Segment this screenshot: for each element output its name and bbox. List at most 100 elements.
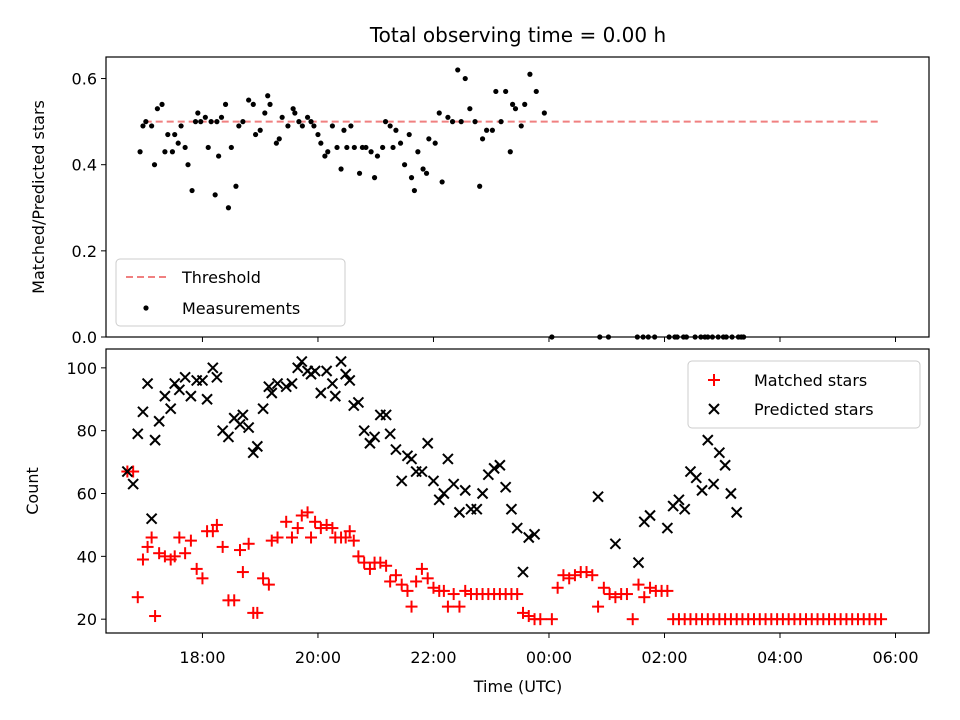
predicted-star-point <box>499 481 512 493</box>
matched-star-point <box>301 506 314 519</box>
bottom-y-tick-label: 20 <box>77 610 97 629</box>
top-axes-frame <box>105 56 930 338</box>
predicted-star-point <box>329 390 341 402</box>
measurement-point <box>214 119 220 125</box>
matched-star-point <box>343 525 356 538</box>
matched-star-point <box>421 572 434 585</box>
predicted-star-point <box>352 396 365 409</box>
matched-star-point <box>262 578 275 591</box>
predicted-star-point <box>315 387 327 399</box>
top-x-ticks <box>201 337 897 342</box>
measurement-point <box>290 106 296 112</box>
matched-star-point <box>597 581 610 594</box>
measurement-point <box>445 114 451 120</box>
matched-star-point <box>358 556 371 569</box>
predicted-star-point <box>471 503 483 515</box>
predicted-star-point <box>442 453 454 465</box>
measurement-point <box>240 119 246 125</box>
bottom-x-ticks: 18:00 20:00 22:00 00:00 02:00 04:00 06:00 <box>179 633 919 667</box>
measurement-point <box>315 131 321 138</box>
predicted-star-point <box>320 365 333 377</box>
predicted-star-point <box>632 556 645 569</box>
predicted-star-point <box>164 402 177 415</box>
predicted-star-point <box>459 484 471 497</box>
predicted-star-point <box>390 443 402 456</box>
legend-measurements-label: Measurements <box>182 299 300 318</box>
measurement-point <box>236 123 242 129</box>
measurement-point <box>498 119 504 125</box>
bottom-x-tick-label: 20:00 <box>295 648 341 667</box>
measurement-point <box>382 119 389 125</box>
measurement-point <box>329 123 335 129</box>
predicted-star-point <box>339 368 352 380</box>
matched-star-point <box>389 569 402 582</box>
matched-star-point <box>384 575 397 588</box>
bottom-x-tick-label: 22:00 <box>410 648 456 667</box>
predicted-star-point <box>207 362 219 374</box>
predicted-star-point <box>149 434 161 446</box>
bottom-y-axis-label: Count <box>23 467 42 515</box>
matched-star-point <box>534 613 547 626</box>
measurement-point <box>165 131 171 138</box>
measurement-point <box>195 110 201 116</box>
predicted-star-point <box>251 440 264 453</box>
measurement-point <box>338 166 344 172</box>
measurement-point <box>458 119 464 125</box>
matched-star-point <box>441 600 454 613</box>
legend-predicted-label: Predicted stars <box>754 400 874 419</box>
matched-star-point <box>347 534 360 547</box>
matched-star-point <box>545 613 558 626</box>
top-y-axis-label: Matched/Predicted stars <box>29 100 48 294</box>
measurement-point <box>527 71 533 77</box>
top-y-tick-label: 0.6 <box>72 70 97 89</box>
measurement-point <box>175 140 181 146</box>
predicted-star-point <box>280 380 292 393</box>
measurement-point <box>368 149 374 155</box>
predicted-star-point <box>309 365 321 377</box>
bottom-legend: Matched stars Predicted stars <box>687 360 921 429</box>
measurement-point <box>503 88 509 95</box>
predicted-star-point <box>421 437 434 449</box>
matched-star-point <box>233 544 246 557</box>
measurement-point <box>341 127 347 133</box>
predicted-star-point <box>141 377 154 390</box>
measurement-point <box>484 127 490 133</box>
bottom-axes-frame <box>105 348 930 634</box>
measurement-point <box>162 149 168 155</box>
predicted-star-point <box>438 487 450 500</box>
predicted-star-point <box>201 393 213 405</box>
measurement-point <box>308 119 314 125</box>
predicted-star-point <box>127 478 139 490</box>
matched-star-point <box>405 600 418 613</box>
measurement-point <box>212 192 218 198</box>
predicted-star-point <box>702 434 714 446</box>
measurement-point <box>462 75 468 82</box>
measurement-point <box>322 153 328 159</box>
predicted-star-point <box>644 509 656 522</box>
measurement-point <box>420 166 426 172</box>
top-y-tick-label: 0.4 <box>72 156 97 175</box>
predicted-star-point <box>292 362 304 374</box>
figure-title: Total observing time = 0.00 h <box>369 23 666 47</box>
measurement-point <box>472 119 478 125</box>
legend-matched-label: Matched stars <box>754 371 867 390</box>
measurement-point <box>522 101 528 107</box>
predicted-star-point <box>266 387 278 399</box>
measurement-point <box>371 175 378 181</box>
matched-star-point <box>228 594 241 607</box>
matched-star-point <box>206 525 219 538</box>
measurement-point <box>279 114 285 120</box>
matched-star-point <box>620 588 633 601</box>
predicted-star-point <box>713 446 726 459</box>
matched-star-point <box>437 584 450 597</box>
measurement-point <box>351 144 357 151</box>
predicted-star-point <box>344 374 356 387</box>
matched-star-point <box>511 588 524 601</box>
matched-star-point <box>173 531 186 544</box>
bottom-y-ticks: 20 40 60 80 100 <box>66 359 106 629</box>
measurement-point <box>415 149 421 155</box>
predicted-star-point <box>725 487 737 500</box>
predicted-star-point <box>609 538 622 550</box>
measurement-point <box>533 88 539 95</box>
top-legend: Threshold Measurements <box>115 258 346 327</box>
